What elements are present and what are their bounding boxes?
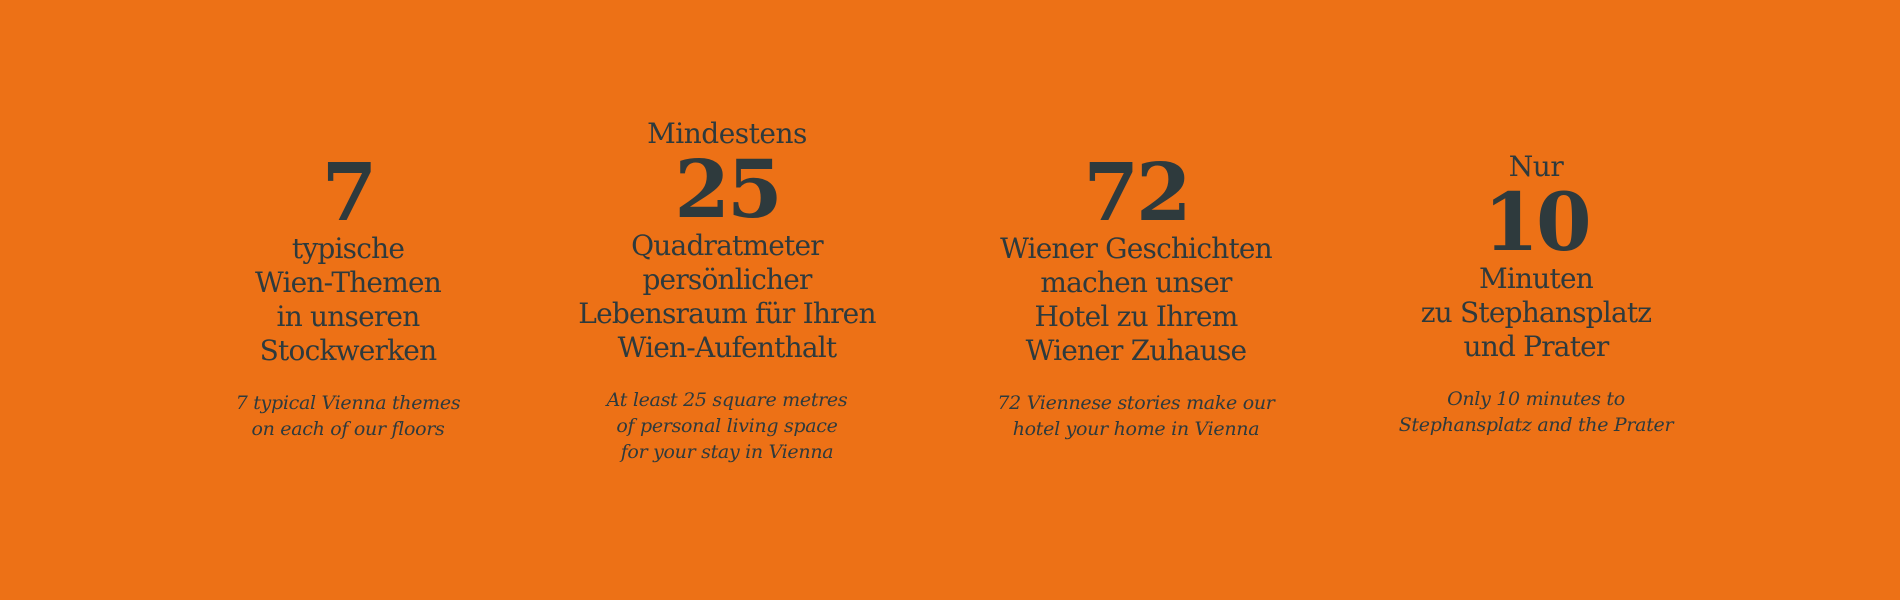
german-line: Stockwerken — [259, 334, 437, 367]
stat-themes: 7 typische Wien-Themen in unseren Stockw… — [158, 150, 538, 442]
stat-german-text: Wiener Geschichten machen unser Hotel zu… — [946, 232, 1326, 368]
german-line: Wiener Geschichten — [1000, 232, 1273, 265]
stat-english-text: At least 25 square metres of personal li… — [537, 387, 917, 465]
english-line: 7 typical Vienna themes — [235, 392, 461, 414]
stat-german-text: typische Wien-Themen in unseren Stockwer… — [158, 232, 538, 368]
english-line: for your stay in Vienna — [620, 441, 834, 463]
stat-number: 25 — [674, 142, 782, 236]
stat-living-space: Mindestens 25 Quadratmeter persönlicher … — [537, 117, 917, 465]
english-line: of personal living space — [616, 415, 838, 437]
stat-english-text: 72 Viennese stories make our hotel your … — [946, 390, 1326, 442]
stat-english-text: Only 10 minutes to Stephansplatz and the… — [1346, 386, 1726, 438]
german-line: persönlicher — [642, 263, 812, 296]
english-line: At least 25 square metres — [606, 389, 848, 411]
german-line: Wiener Zuhause — [1025, 334, 1248, 367]
stat-number: 10 — [1483, 175, 1591, 269]
stat-number: 7 — [321, 145, 378, 239]
english-line: on each of our floors — [251, 418, 445, 440]
stat-english-text: 7 typical Vienna themes on each of our f… — [158, 390, 538, 442]
german-line: Quadratmeter — [631, 229, 823, 262]
german-line: Minuten — [1479, 262, 1594, 295]
stat-number: 72 — [1083, 145, 1191, 239]
german-line: zu Stephansplatz — [1420, 296, 1652, 329]
stat-prefix: Mindestens — [647, 117, 807, 150]
german-line: und Prater — [1463, 330, 1609, 363]
english-line: Only 10 minutes to — [1447, 388, 1625, 410]
german-line: Hotel zu Ihrem — [1034, 300, 1238, 333]
stat-stories: 72 Wiener Geschichten machen unser Hotel… — [946, 150, 1326, 442]
english-line: hotel your home in Vienna — [1012, 418, 1260, 440]
stat-minutes: Nur 10 Minuten zu Stephansplatz und Prat… — [1346, 150, 1726, 438]
english-line: 72 Viennese stories make our — [997, 392, 1275, 414]
german-line: typische — [291, 232, 405, 265]
stat-german-text: Minuten zu Stephansplatz und Prater — [1346, 262, 1726, 364]
stat-prefix: Nur — [1508, 150, 1564, 183]
german-line: Wien-Themen — [255, 266, 442, 299]
stat-german-text: Quadratmeter persönlicher Lebensraum für… — [537, 229, 917, 365]
german-line: in unseren — [276, 300, 421, 333]
german-line: Lebensraum für Ihren — [578, 297, 876, 330]
german-line: Wien-Aufenthalt — [617, 331, 838, 364]
english-line: Stephansplatz and the Prater — [1398, 414, 1674, 436]
german-line: machen unser — [1040, 266, 1232, 299]
